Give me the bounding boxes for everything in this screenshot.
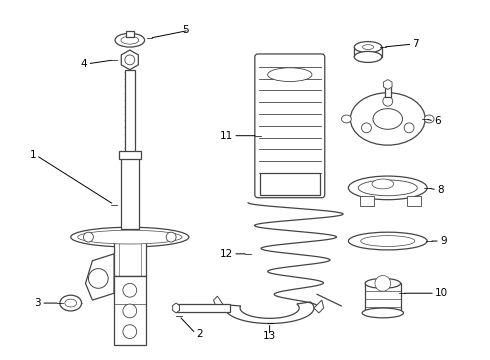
Bar — [114, 276, 146, 345]
Ellipse shape — [373, 109, 402, 129]
Ellipse shape — [342, 115, 351, 123]
Text: 6: 6 — [434, 116, 441, 126]
Ellipse shape — [77, 230, 182, 244]
Bar — [385, 84, 391, 97]
Polygon shape — [214, 296, 225, 310]
Ellipse shape — [424, 115, 434, 123]
Polygon shape — [314, 300, 324, 313]
Circle shape — [125, 55, 135, 65]
Circle shape — [123, 304, 137, 318]
Circle shape — [83, 232, 94, 242]
Polygon shape — [225, 302, 314, 324]
Text: 3: 3 — [35, 298, 41, 308]
Ellipse shape — [348, 176, 427, 200]
Text: 13: 13 — [263, 330, 276, 341]
Ellipse shape — [372, 179, 393, 189]
Bar — [125, 70, 135, 156]
Text: 9: 9 — [440, 236, 446, 246]
Circle shape — [89, 269, 108, 288]
Ellipse shape — [350, 93, 425, 145]
Ellipse shape — [348, 232, 427, 250]
Bar — [119, 152, 141, 159]
Ellipse shape — [363, 45, 373, 49]
Ellipse shape — [361, 236, 415, 247]
Ellipse shape — [354, 41, 382, 53]
Ellipse shape — [358, 180, 417, 196]
Text: 7: 7 — [413, 39, 419, 49]
Bar — [260, 173, 320, 195]
Text: 2: 2 — [196, 329, 202, 339]
Circle shape — [375, 275, 391, 291]
Ellipse shape — [60, 295, 81, 311]
Ellipse shape — [365, 278, 400, 288]
FancyBboxPatch shape — [255, 54, 325, 198]
Circle shape — [362, 123, 371, 133]
Bar — [408, 196, 421, 206]
Bar — [176, 304, 230, 312]
Text: 11: 11 — [220, 131, 233, 141]
Ellipse shape — [268, 68, 312, 82]
Text: 10: 10 — [435, 288, 448, 298]
Bar — [360, 196, 374, 206]
Text: 12: 12 — [220, 249, 233, 259]
Ellipse shape — [115, 33, 145, 47]
Circle shape — [123, 325, 137, 338]
Ellipse shape — [362, 308, 404, 318]
Circle shape — [123, 283, 137, 297]
Bar — [354, 47, 382, 57]
Bar — [114, 237, 146, 276]
Ellipse shape — [71, 227, 189, 247]
Polygon shape — [122, 50, 138, 70]
Bar — [365, 283, 400, 313]
Ellipse shape — [354, 51, 382, 62]
Polygon shape — [85, 254, 114, 300]
Ellipse shape — [121, 36, 139, 44]
Text: 5: 5 — [182, 25, 189, 35]
Text: 8: 8 — [437, 185, 443, 195]
Circle shape — [383, 96, 392, 106]
Polygon shape — [384, 80, 392, 89]
Text: 1: 1 — [30, 150, 36, 161]
Bar — [126, 31, 134, 37]
Circle shape — [166, 232, 176, 242]
Bar — [121, 156, 139, 229]
Polygon shape — [172, 303, 179, 313]
Circle shape — [404, 123, 414, 133]
Ellipse shape — [65, 299, 76, 307]
Text: 4: 4 — [81, 59, 88, 69]
